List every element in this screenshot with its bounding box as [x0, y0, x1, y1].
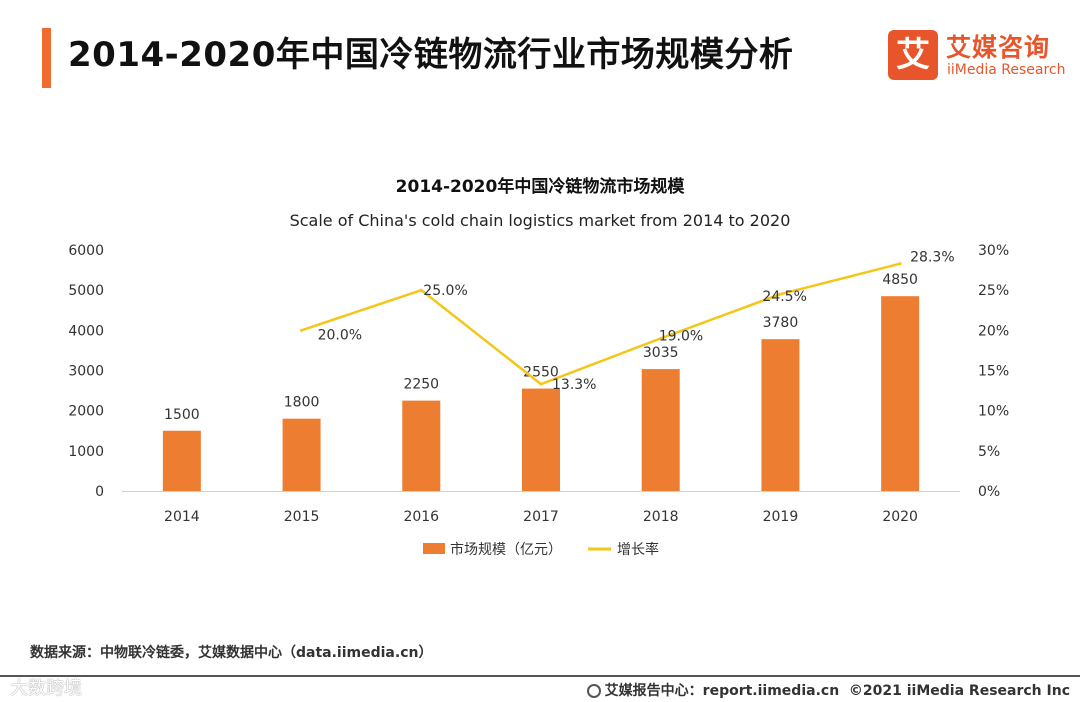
bar-value-label: 2250 — [403, 377, 439, 393]
x-tick-label: 2017 — [523, 509, 559, 525]
watermark: 大数跨境 — [10, 678, 82, 699]
x-tick-label: 2015 — [284, 509, 320, 525]
logo-text-cn: 艾媒咨询 — [946, 33, 1051, 62]
x-tick-label: 2018 — [643, 509, 679, 525]
y-right-tick-label: 20% — [978, 323, 1009, 339]
y-left-tick-label: 1000 — [68, 444, 104, 460]
growth-rate-point — [419, 288, 423, 292]
copyright: ©2021 iiMedia Research Inc — [848, 683, 1070, 699]
chart-title: 2014-2020年中国冷链物流市场规模 — [396, 176, 686, 197]
growth-rate-label: 28.3% — [910, 250, 954, 266]
report-center-link[interactable]: 艾媒报告中心：report.iimedia.cn — [604, 683, 840, 699]
growth-rate-point — [659, 336, 663, 340]
y-right-tick-label: 0% — [978, 484, 1000, 500]
globe-icon — [586, 684, 601, 698]
y-left-tick-label: 6000 — [68, 243, 104, 259]
x-tick-label: 2020 — [882, 509, 918, 525]
x-tick-label: 2016 — [403, 509, 439, 525]
x-tick-label: 2019 — [763, 509, 799, 525]
footer-divider — [0, 675, 1080, 677]
y-right-tick-label: 15% — [978, 364, 1009, 380]
growth-rate-point — [778, 292, 782, 296]
title-accent-bar — [42, 28, 51, 88]
growth-rate-label: 19.0% — [659, 328, 703, 344]
growth-rate-label: 20.0% — [318, 327, 362, 343]
data-source-note: 数据来源：中物联冷链委，艾媒数据中心（data.iimedia.cn） — [30, 645, 433, 661]
brand-logo: 艾 艾媒咨询 iiMedia Research — [888, 30, 1068, 82]
bar — [162, 430, 201, 491]
bar-value-label: 4850 — [882, 272, 918, 288]
bar — [641, 369, 680, 491]
y-left-tick-label: 3000 — [68, 364, 104, 380]
page-title: 2014-2020年中国冷链物流行业市场规模分析 — [68, 35, 794, 75]
y-left-tick-label: 5000 — [68, 283, 104, 299]
bar-value-label: 3035 — [643, 345, 679, 361]
growth-rate-label: 25.0% — [423, 283, 467, 299]
growth-rate-point — [300, 328, 304, 332]
legend-swatch-bar — [423, 543, 445, 554]
growth-rate-label: 24.5% — [762, 289, 806, 305]
bar — [881, 296, 920, 491]
chart-subtitle: Scale of China's cold chain logistics ma… — [290, 211, 791, 230]
growth-rate-label: 13.3% — [552, 377, 596, 393]
y-left-tick-label: 4000 — [68, 323, 104, 339]
legend-label-bar: 市场规模（亿元） — [450, 541, 562, 558]
bar-value-label: 1500 — [164, 407, 200, 423]
bar — [522, 388, 560, 491]
logo-text-en: iiMedia Research — [947, 62, 1066, 78]
growth-rate-point — [898, 262, 902, 266]
y-right-tick-label: 10% — [978, 404, 1009, 420]
y-right-tick-label: 5% — [978, 444, 1000, 460]
x-tick-label: 2014 — [164, 509, 200, 525]
y-left-tick-label: 0 — [95, 484, 104, 500]
combo-chart: 2014-2020年中国冷链物流市场规模 Scale of China's col… — [68, 176, 1009, 558]
bar-value-label: 1800 — [284, 395, 320, 411]
legend-label-line: 增长率 — [617, 541, 659, 558]
bar — [282, 418, 321, 491]
logo-mark-icon: 艾 — [888, 30, 938, 80]
growth-rate-point — [539, 382, 543, 386]
y-left-tick-label: 2000 — [68, 404, 104, 420]
footer-info: 艾媒报告中心：report.iimedia.cn ©2021 iiMedia R… — [586, 680, 1070, 700]
y-right-tick-label: 25% — [978, 283, 1009, 299]
bar — [761, 339, 800, 491]
y-right-tick-label: 30% — [978, 243, 1009, 259]
growth-rate-line — [301, 262, 901, 386]
bar — [402, 400, 441, 491]
bar-value-label: 3780 — [763, 315, 799, 331]
